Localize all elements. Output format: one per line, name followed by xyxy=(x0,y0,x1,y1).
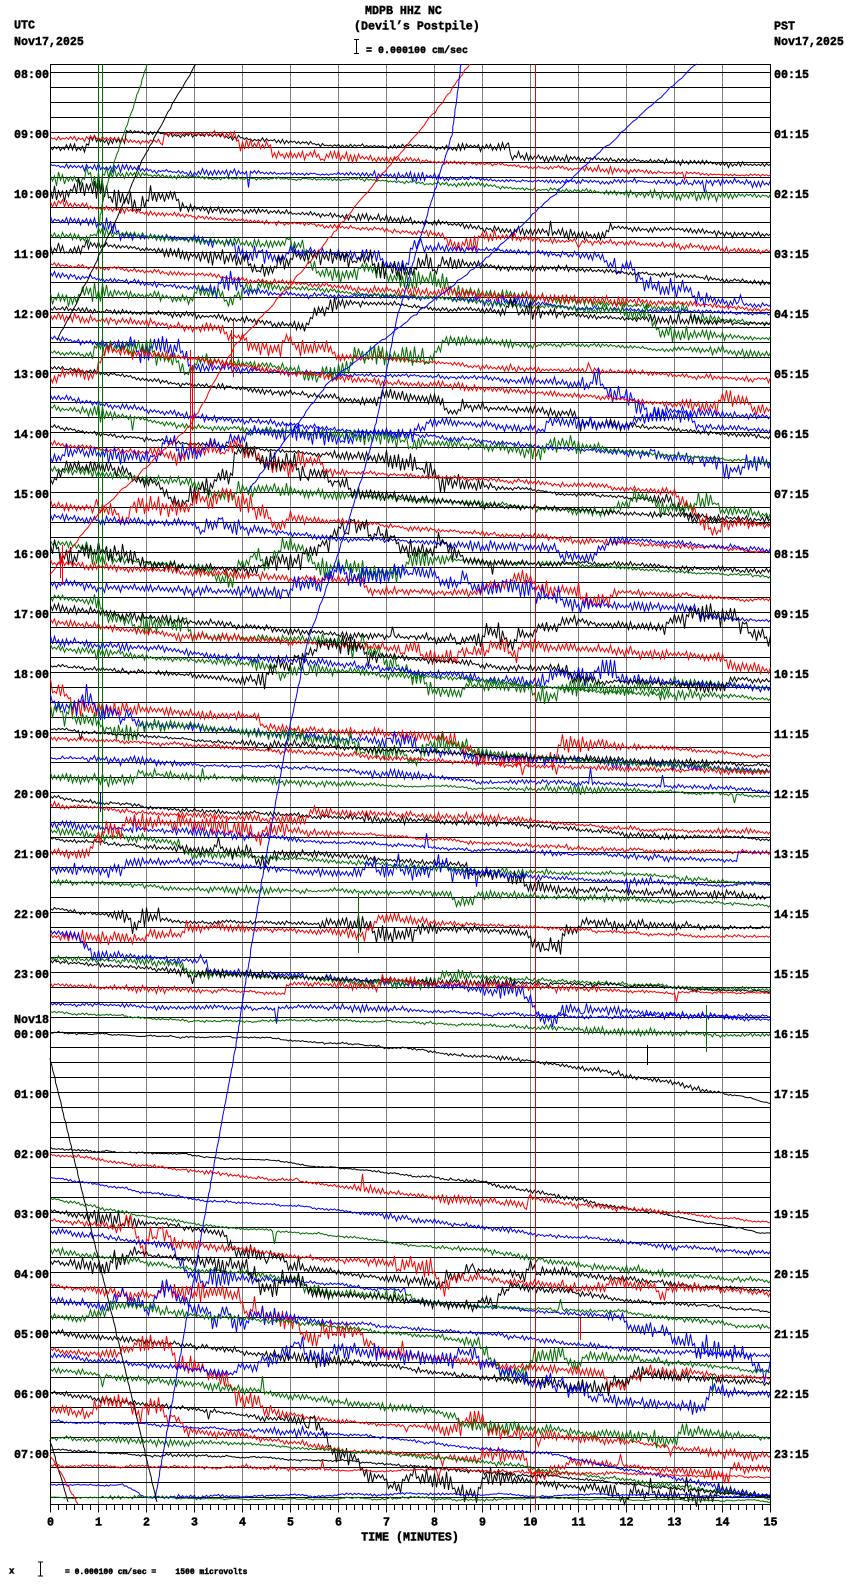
svg-text:00:15: 00:15 xyxy=(774,69,809,82)
svg-text:14: 14 xyxy=(716,1517,730,1530)
svg-text:5: 5 xyxy=(287,1517,294,1530)
svg-text:04:15: 04:15 xyxy=(774,309,809,322)
svg-text:08:15: 08:15 xyxy=(774,549,809,562)
svg-text:18:15: 18:15 xyxy=(774,1149,809,1162)
svg-text:TIME (MINUTES): TIME (MINUTES) xyxy=(361,1532,459,1545)
svg-text:12: 12 xyxy=(620,1517,634,1530)
svg-text:16:00: 16:00 xyxy=(14,549,49,562)
svg-text:4: 4 xyxy=(239,1517,246,1530)
svg-text:12:00: 12:00 xyxy=(14,309,49,322)
svg-text:x: x xyxy=(9,1567,15,1577)
svg-text:21:15: 21:15 xyxy=(774,1329,809,1342)
svg-text:03:00: 03:00 xyxy=(14,1209,49,1222)
svg-text:23:15: 23:15 xyxy=(774,1449,809,1462)
svg-text:22:15: 22:15 xyxy=(774,1389,809,1402)
svg-text:13:00: 13:00 xyxy=(14,369,49,382)
svg-text:00:00: 00:00 xyxy=(14,1029,49,1042)
svg-text:08:00: 08:00 xyxy=(14,69,49,82)
svg-text:01:15: 01:15 xyxy=(774,129,809,142)
svg-text:21:00: 21:00 xyxy=(14,849,49,862)
svg-text:14:15: 14:15 xyxy=(774,909,809,922)
svg-text:13:15: 13:15 xyxy=(774,849,809,862)
svg-text:09:00: 09:00 xyxy=(14,129,49,142)
svg-text:9: 9 xyxy=(479,1517,486,1530)
svg-text:03:15: 03:15 xyxy=(774,249,809,262)
svg-text:19:15: 19:15 xyxy=(774,1209,809,1222)
svg-text:20:15: 20:15 xyxy=(774,1269,809,1282)
svg-text:15:15: 15:15 xyxy=(774,969,809,982)
svg-text:10: 10 xyxy=(524,1517,538,1530)
svg-text:3: 3 xyxy=(191,1517,198,1530)
svg-text:PST: PST xyxy=(774,21,795,34)
svg-text:02:15: 02:15 xyxy=(774,189,809,202)
svg-text:04:00: 04:00 xyxy=(14,1269,49,1282)
svg-text:2: 2 xyxy=(143,1517,150,1530)
svg-text:01:00: 01:00 xyxy=(14,1089,49,1102)
svg-text:0: 0 xyxy=(47,1517,54,1530)
svg-text:07:15: 07:15 xyxy=(774,489,809,502)
svg-text:16:15: 16:15 xyxy=(774,1029,809,1042)
svg-text:22:00: 22:00 xyxy=(14,909,49,922)
svg-text:1: 1 xyxy=(95,1517,102,1530)
svg-text:05:00: 05:00 xyxy=(14,1329,49,1342)
svg-text:19:00: 19:00 xyxy=(14,729,49,742)
svg-text:8: 8 xyxy=(431,1517,438,1530)
svg-text:MDPB HHZ NC: MDPB HHZ NC xyxy=(365,5,442,18)
svg-text:18:00: 18:00 xyxy=(14,669,49,682)
svg-text:(Devil’s Postpile): (Devil’s Postpile) xyxy=(354,21,480,34)
svg-text:05:15: 05:15 xyxy=(774,369,809,382)
svg-text:12:15: 12:15 xyxy=(774,789,809,802)
svg-text:= 0.000100 cm/sec = 1500 mi: = 0.000100 cm/sec = 1500 microvolts xyxy=(65,1568,248,1577)
svg-text:7: 7 xyxy=(383,1517,390,1530)
svg-text:15: 15 xyxy=(764,1517,778,1530)
svg-text:14:00: 14:00 xyxy=(14,429,49,442)
svg-text:Nov18: Nov18 xyxy=(14,1014,49,1027)
svg-text:6: 6 xyxy=(335,1517,342,1530)
svg-text:Nov17,2025: Nov17,2025 xyxy=(14,36,84,49)
svg-text:17:00: 17:00 xyxy=(14,609,49,622)
svg-text:11:15: 11:15 xyxy=(774,729,809,742)
svg-text:Nov17,2025: Nov17,2025 xyxy=(774,36,844,49)
svg-text:20:00: 20:00 xyxy=(14,789,49,802)
svg-text:07:00: 07:00 xyxy=(14,1449,49,1462)
svg-text:11:00: 11:00 xyxy=(14,249,49,262)
svg-text:17:15: 17:15 xyxy=(774,1089,809,1102)
svg-text:02:00: 02:00 xyxy=(14,1149,49,1162)
svg-text:23:00: 23:00 xyxy=(14,969,49,982)
svg-text:10:00: 10:00 xyxy=(14,189,49,202)
svg-text:09:15: 09:15 xyxy=(774,609,809,622)
svg-text:10:15: 10:15 xyxy=(774,669,809,682)
svg-text:11: 11 xyxy=(572,1517,586,1530)
svg-text:UTC: UTC xyxy=(14,20,35,33)
svg-text:13: 13 xyxy=(668,1517,682,1530)
svg-text:06:15: 06:15 xyxy=(774,429,809,442)
svg-text:15:00: 15:00 xyxy=(14,489,49,502)
svg-text:06:00: 06:00 xyxy=(14,1389,49,1402)
svg-text:= 0.000100 cm/sec: = 0.000100 cm/sec xyxy=(366,45,468,57)
